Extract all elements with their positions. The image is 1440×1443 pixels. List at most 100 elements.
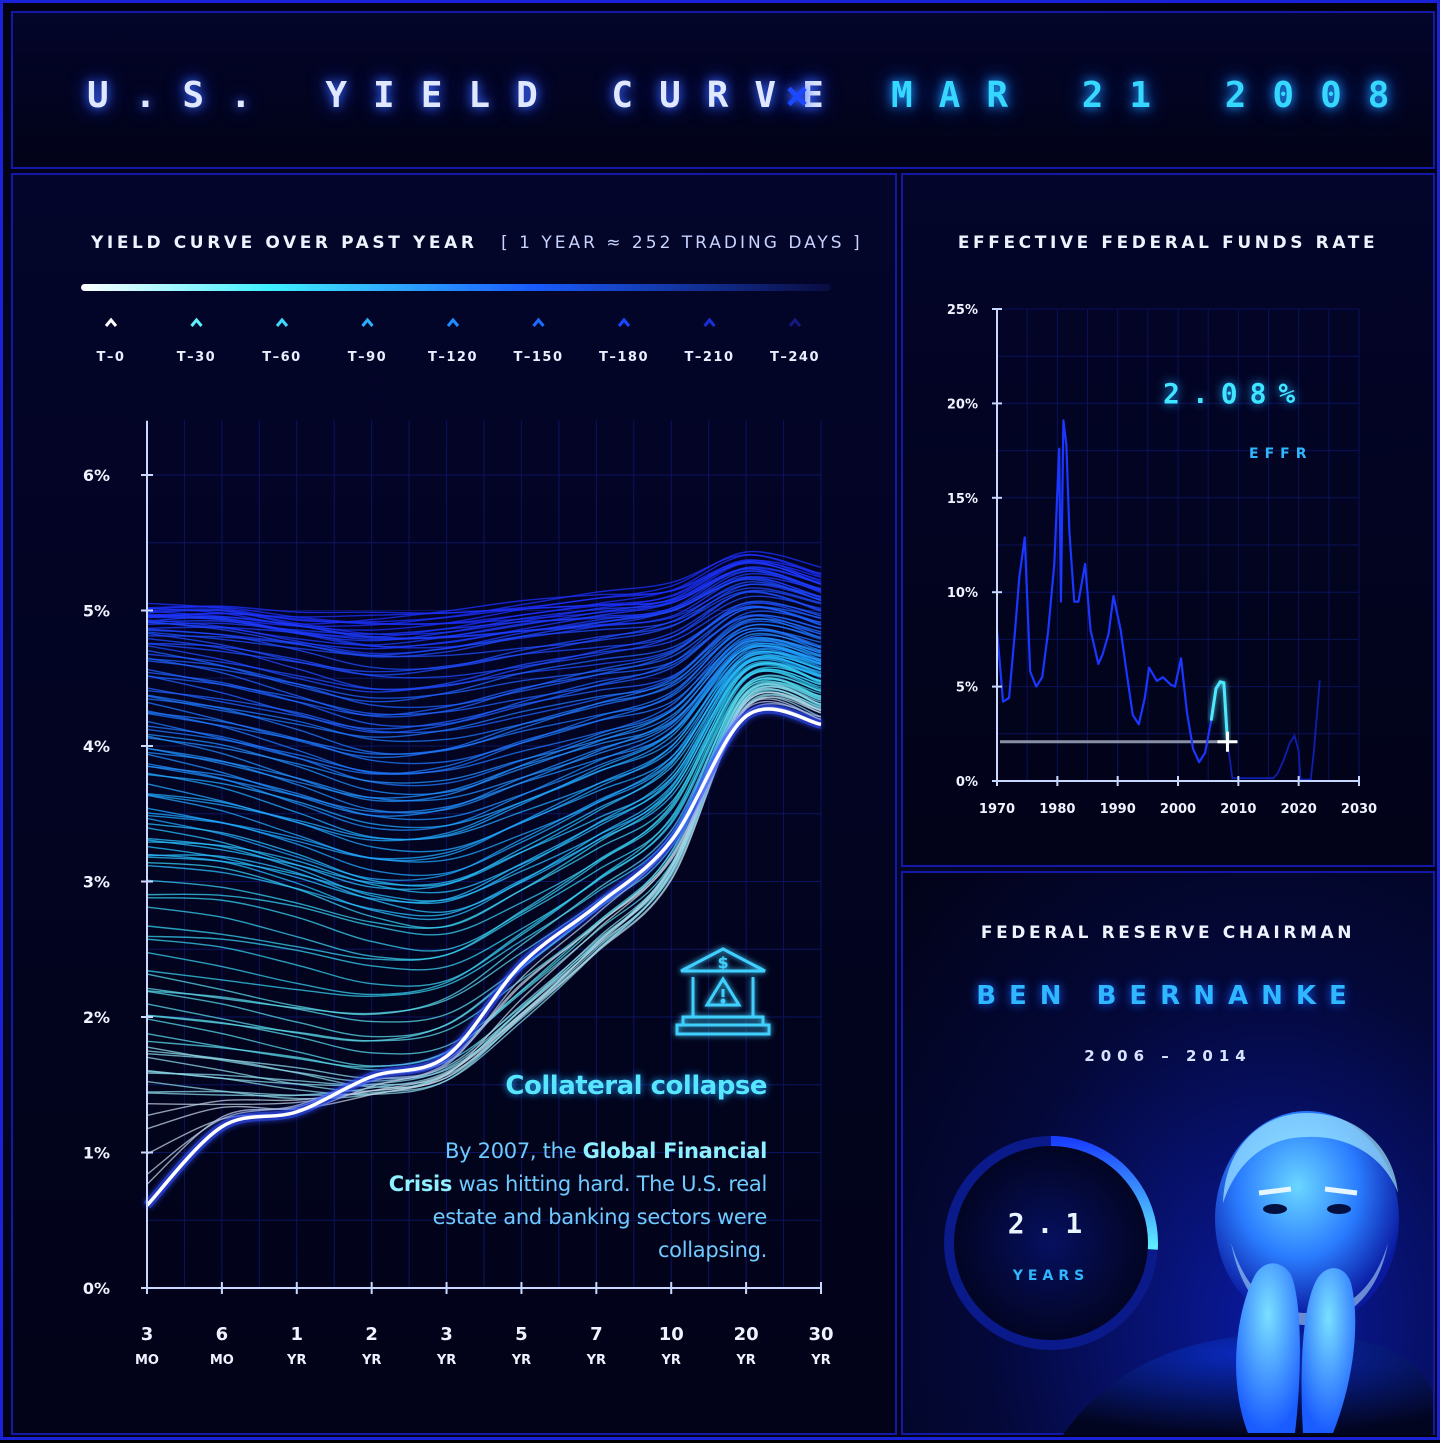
y-tick-label: 3% xyxy=(83,873,110,892)
historical-curve xyxy=(146,606,822,699)
effr-title: EFFECTIVE FEDERAL FUNDS RATE xyxy=(957,233,1379,253)
x-tick-unit: YR xyxy=(511,1353,531,1368)
historical-curve xyxy=(146,554,822,625)
historical-curve xyxy=(146,637,822,814)
historical-curve xyxy=(146,590,822,676)
y-tick-label: 0% xyxy=(956,775,978,790)
x-tick-unit: YR xyxy=(361,1353,381,1368)
chairman-title: FEDERAL RESERVE CHAIRMAN xyxy=(980,923,1356,943)
historical-curve xyxy=(146,632,822,796)
historical-curve xyxy=(146,566,822,639)
historical-curve xyxy=(146,605,822,718)
historical-curve xyxy=(146,678,822,996)
historical-curve xyxy=(146,600,822,709)
yield-curve-title: YIELD CURVE OVER PAST YEAR [ 1 YEAR ≈ 25… xyxy=(91,233,863,253)
annotation-body: By 2007, the Global Financial Crisis was… xyxy=(383,1135,768,1267)
historical-curve xyxy=(146,644,822,841)
y-tick-label: 10% xyxy=(947,586,978,601)
historical-curve xyxy=(146,630,822,787)
x-tick-label: 1990 xyxy=(1100,802,1136,817)
y-tick-label: 6% xyxy=(83,466,110,485)
x-tick-unit: YR xyxy=(436,1353,456,1368)
historical-curve xyxy=(146,675,822,961)
y-tick-label: 4% xyxy=(83,737,110,756)
effr-chart: 0% 5% 10% 15% 20% 25% 1970 1980 1990 2000 2010 2020… xyxy=(947,303,1377,817)
y-tick-label: 2% xyxy=(83,1008,110,1027)
effr-history-line xyxy=(995,419,1213,764)
annotation-text-post: was hitting hard. The U.S. real estate a… xyxy=(432,1172,768,1262)
historical-curve xyxy=(146,583,822,658)
x-tick-label: 20 xyxy=(734,1324,759,1345)
chairman-name: BEN BERNANKE xyxy=(976,981,1360,1011)
x-tick-label: 30 xyxy=(808,1324,833,1345)
current-curve xyxy=(145,707,822,1207)
y-tick-label: 5% xyxy=(956,681,978,696)
y-tick-label: 5% xyxy=(83,602,110,621)
x-tick-label: 6 xyxy=(216,1324,229,1345)
historical-curve xyxy=(146,614,822,716)
historical-curve xyxy=(146,668,822,987)
annotation-title: Collateral collapse xyxy=(505,1071,767,1101)
x-tick-label: 2020 xyxy=(1281,802,1317,817)
historical-curve xyxy=(146,576,822,655)
x-tick-unit: YR xyxy=(286,1353,306,1368)
title-separator: × xyxy=(785,73,810,119)
page-title: U.S. YIELD CURVE xyxy=(87,75,850,116)
annotation-text-bold: Global Financial Crisis xyxy=(388,1139,768,1196)
historical-curve xyxy=(146,627,822,776)
page-date: MAR 21 2008 xyxy=(891,75,1416,116)
x-tick-label: 7 xyxy=(590,1324,603,1345)
historical-curve xyxy=(146,642,822,829)
yield-curve-panel xyxy=(11,173,897,1435)
historical-curve xyxy=(146,650,822,887)
historical-curve xyxy=(146,618,822,755)
x-tick-unit: YR xyxy=(586,1353,606,1368)
effr-value-label: EFFR xyxy=(1249,446,1313,462)
historical-curve xyxy=(146,624,822,738)
historical-curve xyxy=(146,657,822,881)
effr-panel xyxy=(901,173,1435,867)
current-value-marker xyxy=(1217,731,1238,752)
x-tick-label: 1970 xyxy=(979,802,1015,817)
x-tick-unit: YR xyxy=(735,1353,755,1368)
effr-future-line xyxy=(1226,680,1321,781)
historical-curve xyxy=(146,581,822,671)
historical-curve xyxy=(146,660,822,921)
historical-curve xyxy=(146,648,822,877)
historical-curve xyxy=(146,647,822,813)
x-tick-label: 3 xyxy=(440,1324,453,1345)
y-tick-label: 1% xyxy=(83,1144,110,1163)
historical-curve xyxy=(146,591,822,691)
x-tick-label: 5 xyxy=(515,1324,528,1345)
historical-curve xyxy=(146,576,822,641)
x-tick-label: 2030 xyxy=(1341,802,1377,817)
historical-curve xyxy=(146,559,822,636)
historical-curve xyxy=(146,620,822,730)
annotation-text-pre: By 2007, the xyxy=(445,1139,583,1163)
effr-past-year-line xyxy=(1209,680,1229,742)
historical-curve xyxy=(146,589,822,679)
historical-curve xyxy=(146,570,822,649)
historical-curve xyxy=(146,578,822,658)
effr-value: 2.08% xyxy=(1163,377,1308,410)
x-tick-label: 2010 xyxy=(1220,802,1256,817)
historical-curve xyxy=(146,669,822,971)
y-tick-label: 15% xyxy=(947,492,978,507)
y-tick-label: 25% xyxy=(947,303,978,318)
x-tick-unit: MO xyxy=(210,1353,234,1368)
historical-curve xyxy=(146,561,822,640)
historical-curve xyxy=(146,639,822,802)
x-tick-label: 1980 xyxy=(1039,802,1075,817)
historical-curve xyxy=(146,683,822,1067)
historical-curve xyxy=(146,670,822,961)
historical-curve xyxy=(146,629,822,756)
x-tick-unit: MO xyxy=(135,1353,159,1368)
historical-curve xyxy=(146,640,822,821)
x-tick-unit: YR xyxy=(661,1353,681,1368)
x-tick-label: 2 xyxy=(365,1324,378,1345)
historical-curve xyxy=(146,595,822,673)
chairman-term: 2006 – 2014 xyxy=(1084,1047,1252,1065)
y-tick-label: 20% xyxy=(947,397,978,412)
tenure-value: 2.1 xyxy=(1007,1207,1095,1240)
